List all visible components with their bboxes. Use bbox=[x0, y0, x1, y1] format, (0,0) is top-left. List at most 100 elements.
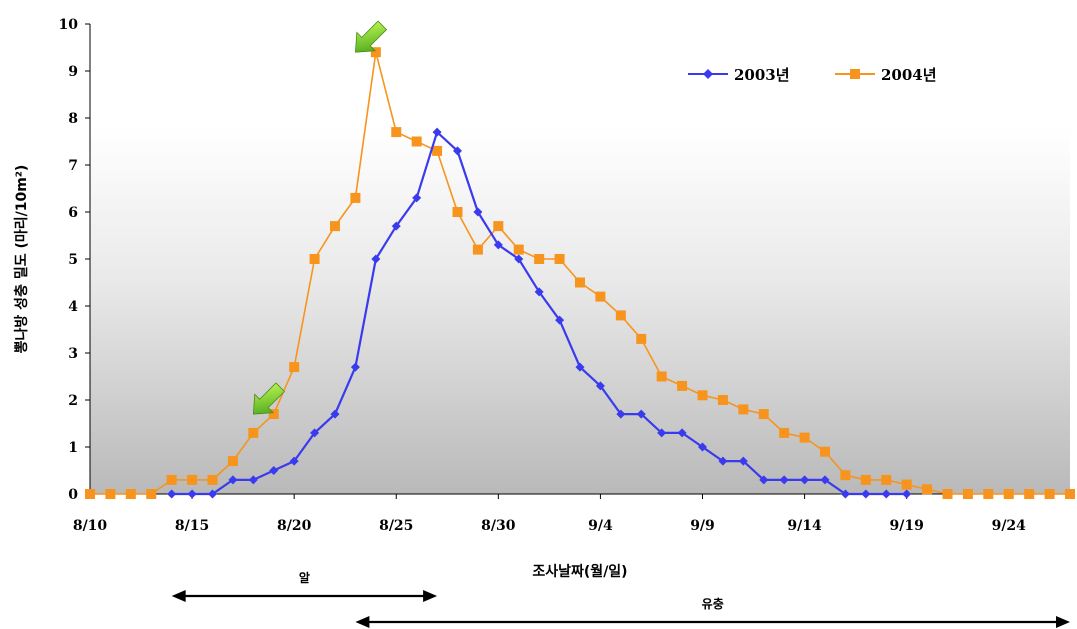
x-tick-label: 8/30 bbox=[481, 518, 516, 534]
x-axis-title: 조사날짜(월/일) bbox=[532, 563, 627, 580]
point-2004 bbox=[105, 489, 116, 499]
point-2003 bbox=[902, 489, 912, 499]
point-2004 bbox=[677, 380, 688, 391]
y-tick-label: 0 bbox=[68, 487, 78, 503]
phase-1-label: 알 bbox=[299, 571, 310, 585]
point-2003 bbox=[861, 489, 871, 499]
point-2003 bbox=[167, 489, 177, 499]
point-2004 bbox=[146, 489, 157, 499]
point-2004 bbox=[758, 409, 769, 420]
point-2003 bbox=[881, 489, 891, 499]
point-2003 bbox=[371, 254, 381, 264]
point-2003 bbox=[759, 475, 769, 485]
point-2003 bbox=[493, 240, 503, 250]
point-2004 bbox=[922, 484, 933, 495]
point-2003 bbox=[350, 362, 360, 372]
legend-marker-2004 bbox=[850, 69, 860, 79]
y-tick-label: 9 bbox=[68, 64, 78, 80]
y-axis-title: 뽕나방 성충 밀도 (마리/10m²) bbox=[13, 165, 30, 354]
legend-marker-2003 bbox=[703, 69, 713, 79]
phase-2-label: 유충 bbox=[702, 596, 724, 611]
point-2003 bbox=[248, 475, 258, 485]
point-2004 bbox=[881, 474, 892, 485]
point-2004 bbox=[268, 409, 279, 420]
plot-area bbox=[90, 24, 1070, 494]
x-tick-label: 9/4 bbox=[588, 518, 613, 534]
point-2003 bbox=[391, 221, 401, 231]
point-2004 bbox=[575, 277, 585, 288]
point-2004 bbox=[452, 207, 463, 217]
point-2003 bbox=[575, 362, 585, 372]
point-2003 bbox=[738, 456, 748, 466]
point-2003 bbox=[840, 489, 850, 499]
point-2003 bbox=[208, 489, 217, 499]
y-tick-label: 10 bbox=[59, 17, 79, 33]
point-2003 bbox=[616, 409, 626, 419]
y-tick-label: 8 bbox=[68, 111, 78, 127]
phase-2-arrowhead-left bbox=[355, 616, 370, 628]
point-2004 bbox=[636, 333, 647, 344]
legend-label-2003: 2003년 bbox=[734, 66, 790, 84]
x-tick-label: 9/19 bbox=[889, 518, 923, 534]
point-2003 bbox=[534, 287, 544, 297]
point-2003 bbox=[473, 207, 483, 217]
annotation-arrows bbox=[252, 20, 388, 415]
point-2004 bbox=[1024, 489, 1035, 499]
y-tick-label: 6 bbox=[68, 205, 78, 221]
x-tick-label: 9/14 bbox=[787, 518, 822, 534]
phase-2-arrowhead-right bbox=[1056, 616, 1070, 628]
point-2004 bbox=[85, 489, 95, 499]
phase-arrows: 알유충 bbox=[171, 571, 1070, 628]
point-2004 bbox=[187, 474, 198, 485]
point-2003 bbox=[636, 409, 646, 419]
point-2003 bbox=[595, 381, 605, 391]
y-tick-label: 1 bbox=[68, 440, 78, 456]
point-2004 bbox=[248, 427, 259, 438]
point-2004 bbox=[166, 474, 177, 485]
point-2004 bbox=[534, 254, 545, 264]
point-2004 bbox=[513, 244, 524, 255]
point-2004 bbox=[942, 489, 953, 499]
point-2003 bbox=[718, 456, 728, 466]
point-2004 bbox=[860, 474, 871, 485]
y-tick-label: 5 bbox=[68, 252, 78, 268]
legend: 2003년 2004년 bbox=[688, 66, 937, 84]
point-2004 bbox=[656, 371, 667, 382]
point-2004 bbox=[554, 254, 565, 264]
point-2004 bbox=[350, 192, 361, 203]
point-2003 bbox=[289, 456, 299, 466]
point-2004 bbox=[370, 47, 381, 58]
point-2004 bbox=[738, 404, 749, 415]
y-tick-label: 4 bbox=[68, 299, 78, 315]
point-2004 bbox=[1065, 489, 1075, 499]
y-tick-label: 7 bbox=[68, 158, 78, 174]
point-2003 bbox=[330, 409, 340, 419]
point-2004 bbox=[697, 390, 708, 401]
x-tick-label: 8/25 bbox=[379, 518, 413, 534]
point-2003 bbox=[187, 489, 197, 499]
point-2004 bbox=[432, 145, 443, 156]
point-2003 bbox=[412, 193, 422, 203]
point-2004 bbox=[207, 474, 218, 485]
point-2004 bbox=[595, 291, 606, 302]
point-2003 bbox=[800, 475, 810, 485]
point-2003 bbox=[453, 146, 462, 156]
point-2003 bbox=[698, 442, 707, 452]
point-2004 bbox=[983, 489, 994, 499]
point-2004 bbox=[717, 395, 728, 405]
y-axis-ticks: 0 1 2 3 4 5 6 7 8 9 10 bbox=[59, 17, 90, 503]
point-2004 bbox=[493, 221, 504, 232]
point-2004 bbox=[289, 362, 300, 373]
x-axis-ticks: 8/10 8/15 8/20 8/25 8/30 9/4 9/9 9/14 9/19 9/24 bbox=[73, 494, 1026, 534]
y-tick-label: 2 bbox=[68, 393, 78, 409]
point-2004 bbox=[901, 479, 912, 490]
green-arrow-lower-icon bbox=[252, 382, 286, 415]
x-tick-label: 9/9 bbox=[690, 518, 715, 534]
point-2004 bbox=[391, 127, 402, 138]
x-tick-label: 8/15 bbox=[175, 518, 209, 534]
point-2003 bbox=[820, 475, 830, 485]
point-2004 bbox=[411, 136, 422, 147]
series-layer bbox=[85, 47, 1075, 499]
point-2004 bbox=[1003, 489, 1014, 499]
